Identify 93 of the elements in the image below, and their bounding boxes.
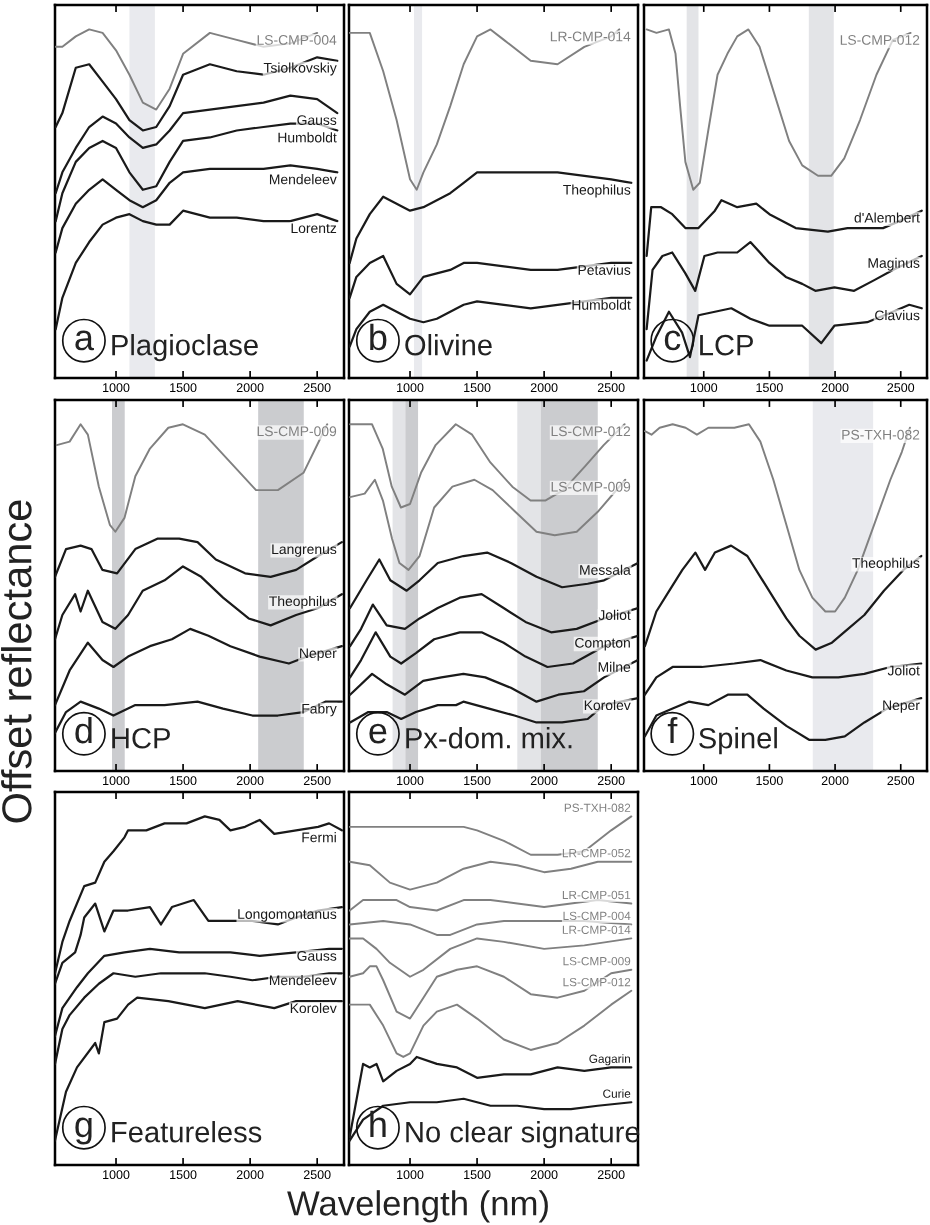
series-label: Petavius <box>578 264 631 275</box>
series-label: Joliot <box>598 609 631 620</box>
series-label: Mendeleev <box>269 174 337 185</box>
text: Featureless <box>112 1121 262 1143</box>
x-tick-label: 1500 <box>756 776 783 786</box>
x-tick-label: 1000 <box>397 776 424 786</box>
x-tick-label: 1000 <box>397 383 424 393</box>
x-tick-label: 2000 <box>236 1170 264 1180</box>
x-tick-label: 2000 <box>530 1170 558 1180</box>
series-label: PS-TXH-082 <box>842 429 920 440</box>
x-tick-label: 2500 <box>303 1170 331 1180</box>
series-label: LS-CMP-009 <box>563 957 631 966</box>
x-tick-label: 1500 <box>464 383 491 393</box>
series-label: Neper <box>300 648 337 661</box>
series-label: Fermi <box>302 832 336 843</box>
y-axis-title: Offset reflectance <box>1 500 32 823</box>
series-label: LR-CMP-052 <box>562 848 631 858</box>
annotation: d <box>75 716 92 744</box>
series-label: Compton <box>575 637 630 651</box>
x-tick-label: 1000 <box>103 1170 130 1180</box>
text: Olivine <box>405 334 492 356</box>
x-tick-label: 1500 <box>756 383 783 393</box>
annotation: e <box>369 723 387 744</box>
x-axis-title: Wavelength (nm) <box>287 1190 548 1223</box>
series-label: Tsiolkovskiy <box>263 62 337 76</box>
annotation: b <box>370 323 387 351</box>
series-label: Gauss <box>297 950 337 961</box>
annotation: a <box>75 330 94 351</box>
series-label: Theophilus <box>563 184 631 198</box>
series-label: LR-CMP-014 <box>562 925 631 934</box>
x-tick-label: 1500 <box>170 383 197 393</box>
x-tick-label: 1000 <box>690 383 718 393</box>
x-tick-label: 2500 <box>597 776 625 786</box>
series-label: Neper <box>883 700 920 713</box>
x-tick-label: 2000 <box>236 383 264 393</box>
x-tick-label: 1500 <box>464 776 491 786</box>
x-tick-label: 1500 <box>170 776 197 786</box>
x-tick-label: 2000 <box>821 383 849 393</box>
series-label: Joliot <box>887 665 920 676</box>
x-tick-label: 2500 <box>597 1170 625 1180</box>
series-label: Theophilus <box>852 557 920 571</box>
series-label: Messala <box>580 564 631 575</box>
series-label: Gauss <box>297 115 337 126</box>
series-label: LS-CMP-012 <box>551 426 631 437</box>
series-label: LR-CMP-051 <box>562 890 631 900</box>
text: Px-dom. mix. <box>406 727 572 749</box>
x-tick-label: 1500 <box>464 1170 491 1180</box>
series-label: PS-TXH-082 <box>564 803 631 812</box>
x-tick-label: 2000 <box>821 776 849 786</box>
series-label: Maginus <box>868 257 920 271</box>
text: Spinel <box>699 727 777 755</box>
series-label: LS-CMP-009 <box>257 426 337 437</box>
series-label: LS-CMP-004 <box>563 911 631 921</box>
x-tick-label: 2000 <box>530 383 558 393</box>
annotation: f <box>667 716 678 744</box>
series-label: Milne <box>598 661 631 672</box>
series-label: Gagarin <box>589 1054 631 1066</box>
x-tick-label: 1000 <box>397 1170 424 1180</box>
series-label: Lorentz <box>291 223 337 234</box>
series-label: LS-CMP-012 <box>840 35 920 45</box>
series-label: LR-CMP-014 <box>550 31 631 42</box>
series-label: Langrenus <box>272 544 337 557</box>
x-tick-label: 2500 <box>887 776 915 786</box>
x-tick-label: 2000 <box>236 776 264 786</box>
x-tick-label: 2500 <box>597 383 625 393</box>
text: LCP <box>700 334 753 356</box>
series-label: LS-CMP-009 <box>551 481 631 492</box>
x-tick-label: 2500 <box>303 776 331 786</box>
series-label: Longomontanus <box>238 909 337 922</box>
x-tick-label: 2500 <box>303 383 331 393</box>
series-label: Humboldt <box>278 132 337 143</box>
annotation: c <box>664 330 681 351</box>
series-label: LS-CMP-012 <box>563 977 631 987</box>
text: Plagioclase <box>112 334 258 362</box>
series-label: d'Alembert <box>854 212 920 223</box>
series-label: Mendeleev <box>269 975 337 986</box>
series-label: Humboldt <box>572 299 631 310</box>
x-tick-label: 1000 <box>690 776 718 786</box>
series-label: Clavius <box>875 310 920 321</box>
series-label: Korolev <box>584 699 631 711</box>
text: HCP <box>112 727 170 749</box>
annotation: h <box>370 1110 386 1137</box>
x-tick-label: 1000 <box>103 383 130 393</box>
x-tick-label: 1000 <box>103 776 130 786</box>
x-tick-label: 2000 <box>530 776 558 786</box>
series-label: LS-CMP-004 <box>257 35 337 45</box>
series-label: Korolev <box>290 1002 337 1014</box>
series-label: Theophilus <box>269 595 337 609</box>
x-tick-label: 1500 <box>170 1170 197 1180</box>
x-tick-label: 2500 <box>887 383 915 393</box>
annotation: g <box>75 1117 92 1145</box>
series-label: Fabry <box>302 703 337 717</box>
series-label: Curie <box>603 1089 631 1098</box>
